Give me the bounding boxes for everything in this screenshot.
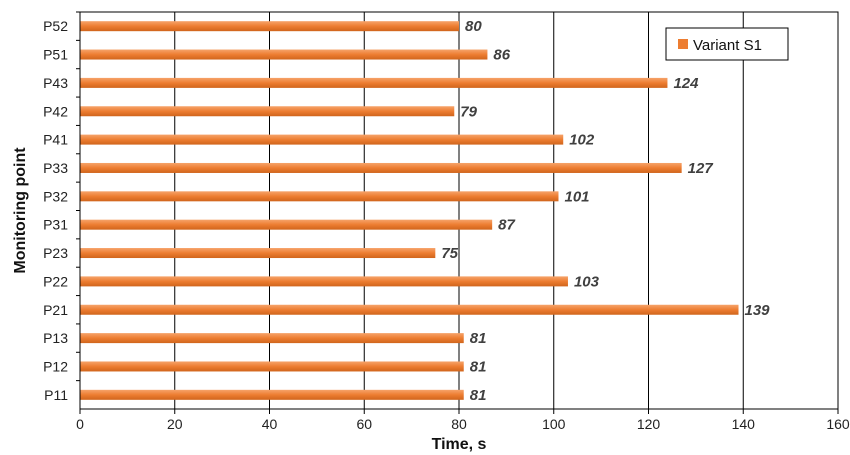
bar-p12 <box>80 361 464 372</box>
x-tick-label: 80 <box>451 416 467 432</box>
bar-p43 <box>80 77 668 88</box>
data-label-p42: 79 <box>460 103 477 120</box>
bar-p52 <box>80 21 459 32</box>
bars <box>80 21 739 400</box>
y-tick-label: P12 <box>43 358 68 374</box>
legend-swatch <box>678 39 688 49</box>
bar-p33 <box>80 162 682 173</box>
y-tick-label: P42 <box>43 103 68 119</box>
y-tick-label: P41 <box>43 132 68 148</box>
data-label-p31: 87 <box>498 217 515 234</box>
data-label-p21: 139 <box>745 302 771 319</box>
data-label-p12: 81 <box>470 358 487 375</box>
y-tick-label: P51 <box>43 47 68 63</box>
x-tick-label: 120 <box>637 416 661 432</box>
x-tick-label: 0 <box>76 416 84 432</box>
bar-p31 <box>80 219 493 230</box>
bar-p41 <box>80 134 564 145</box>
bar-p32 <box>80 191 559 202</box>
x-tick-label: 60 <box>356 416 372 432</box>
y-tick-label: P21 <box>43 302 68 318</box>
bar-p23 <box>80 248 436 259</box>
data-labels: 80 86 124 79 102 127 101 87 75 103 139 81 81 81 <box>441 18 770 404</box>
y-tick-label: P52 <box>43 18 68 34</box>
data-label-p43: 124 <box>673 75 699 92</box>
data-label-p51: 86 <box>493 47 510 64</box>
y-axis-title: Monitoring point <box>12 147 29 274</box>
y-tick-label: P11 <box>44 387 68 403</box>
bar-p22 <box>80 276 568 287</box>
y-tick-label: P32 <box>43 188 68 204</box>
bar-p13 <box>80 333 464 344</box>
data-label-p32: 101 <box>564 188 589 205</box>
y-tick-label: P31 <box>43 217 68 233</box>
data-label-p22: 103 <box>574 273 600 290</box>
y-tick-label: P23 <box>43 245 68 261</box>
y-axis-ticks: P52 P51 P43 P42 P41 P33 P32 P31 P23 P22 P21 P13 P12 P… <box>43 11 80 403</box>
bar-p51 <box>80 49 488 60</box>
bar-p42 <box>80 106 455 117</box>
x-tick-label: 40 <box>262 416 278 432</box>
x-tick-label: 140 <box>732 416 756 432</box>
legend-label: Variant S1 <box>693 37 762 54</box>
legend: Variant S1 <box>665 27 789 61</box>
x-axis-title: Time, s <box>432 436 487 453</box>
data-label-p13: 81 <box>470 330 487 347</box>
data-label-p52: 80 <box>465 18 482 35</box>
y-tick-label: P22 <box>43 273 68 289</box>
x-tick-label: 20 <box>167 416 183 432</box>
bar-p11 <box>80 389 464 400</box>
legend-box <box>665 27 789 61</box>
data-label-p33: 127 <box>688 160 714 177</box>
data-label-p11: 81 <box>470 387 487 404</box>
y-tick-label: P43 <box>43 75 68 91</box>
data-label-p23: 75 <box>441 245 458 262</box>
data-label-p41: 102 <box>569 132 595 149</box>
x-axis-ticks: 0 20 40 60 80 100 120 140 160 <box>76 409 850 432</box>
x-tick-label: 100 <box>542 416 566 432</box>
y-tick-label: P13 <box>43 330 68 346</box>
bar-p21 <box>80 304 739 315</box>
y-tick-label: P33 <box>43 160 68 176</box>
x-tick-label: 160 <box>826 416 850 432</box>
